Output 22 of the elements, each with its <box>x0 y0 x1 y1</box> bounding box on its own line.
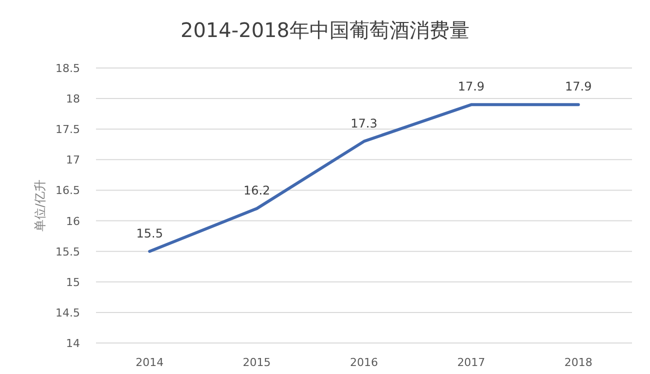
y-tick-label: 16 <box>66 214 80 228</box>
y-tick-label: 18 <box>66 92 80 106</box>
y-tick-label: 14 <box>66 337 80 350</box>
y-tick-label: 18.5 <box>56 62 80 75</box>
x-tick-label: 2015 <box>242 356 271 369</box>
data-label: 17.9 <box>565 80 592 94</box>
chart-title: 2014-2018年中国葡萄酒消费量 <box>180 18 470 42</box>
y-tick-label: 15 <box>66 276 80 289</box>
y-axis-title: 单位/亿升 <box>33 179 47 232</box>
x-tick-label: 2018 <box>564 356 592 369</box>
data-label: 17.9 <box>458 80 485 94</box>
y-tick-label: 17.5 <box>56 123 80 136</box>
y-tick-label: 17 <box>66 154 80 167</box>
x-tick-label: 2014 <box>136 356 164 369</box>
y-tick-label: 16.5 <box>56 184 80 198</box>
y-tick-label: 15.5 <box>56 245 80 258</box>
data-label: 17.3 <box>350 116 378 130</box>
x-tick-label: 2017 <box>457 356 486 369</box>
data-label: 15.5 <box>136 226 163 240</box>
y-tick-label: 14.5 <box>56 306 80 320</box>
x-tick-label: 2016 <box>350 356 378 369</box>
data-label: 16.2 <box>243 184 270 198</box>
